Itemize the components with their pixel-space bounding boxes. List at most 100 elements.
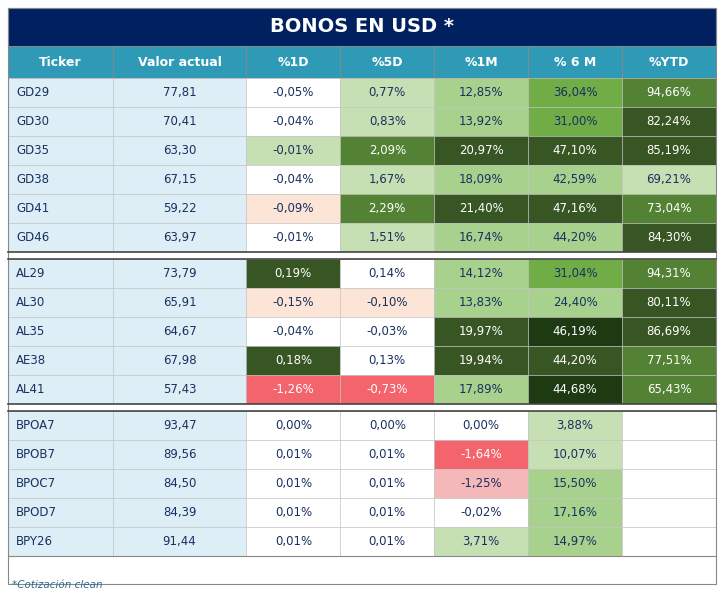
- Text: -0,01%: -0,01%: [273, 144, 314, 157]
- Text: BPOA7: BPOA7: [16, 419, 56, 432]
- Text: 84,30%: 84,30%: [647, 231, 691, 244]
- Text: GD46: GD46: [16, 231, 49, 244]
- Bar: [622, 46, 716, 78]
- Text: 0,01%: 0,01%: [275, 506, 312, 519]
- Text: 0,00%: 0,00%: [369, 419, 405, 432]
- Bar: [246, 46, 340, 78]
- Bar: [8, 259, 113, 288]
- Bar: [622, 288, 716, 317]
- Bar: [434, 346, 529, 375]
- Text: 17,16%: 17,16%: [552, 506, 597, 519]
- Bar: [434, 411, 529, 440]
- Text: 0,83%: 0,83%: [369, 115, 405, 128]
- Bar: [340, 259, 434, 288]
- Bar: [113, 375, 246, 404]
- Text: 18,09%: 18,09%: [459, 173, 503, 186]
- Bar: [622, 78, 716, 107]
- Text: 70,41: 70,41: [163, 115, 196, 128]
- Text: 0,01%: 0,01%: [275, 535, 312, 548]
- Text: 91,44: 91,44: [163, 535, 196, 548]
- Bar: [529, 223, 622, 252]
- Text: -0,10%: -0,10%: [366, 296, 408, 309]
- Text: 3,71%: 3,71%: [463, 535, 500, 548]
- Bar: [434, 165, 529, 194]
- Text: %YTD: %YTD: [649, 56, 689, 68]
- Bar: [113, 136, 246, 165]
- Text: 1,51%: 1,51%: [369, 231, 406, 244]
- Bar: [246, 375, 340, 404]
- Bar: [529, 46, 622, 78]
- Bar: [8, 498, 113, 527]
- Text: AE38: AE38: [16, 354, 46, 367]
- Bar: [529, 288, 622, 317]
- Bar: [434, 46, 529, 78]
- Text: 21,40%: 21,40%: [459, 202, 504, 215]
- Text: 73,04%: 73,04%: [647, 202, 691, 215]
- Text: 47,10%: 47,10%: [552, 144, 597, 157]
- Text: 19,94%: 19,94%: [459, 354, 504, 367]
- Text: 0,19%: 0,19%: [274, 267, 312, 280]
- Text: -0,02%: -0,02%: [460, 506, 502, 519]
- Text: -0,15%: -0,15%: [273, 296, 314, 309]
- Text: -1,26%: -1,26%: [272, 383, 314, 396]
- Text: 20,97%: 20,97%: [459, 144, 504, 157]
- Bar: [529, 440, 622, 469]
- Bar: [622, 136, 716, 165]
- Bar: [113, 527, 246, 556]
- Text: 19,97%: 19,97%: [459, 325, 504, 338]
- Bar: [246, 346, 340, 375]
- Text: -1,25%: -1,25%: [460, 477, 502, 490]
- Bar: [8, 469, 113, 498]
- Bar: [340, 107, 434, 136]
- Text: 63,30: 63,30: [163, 144, 196, 157]
- Bar: [529, 411, 622, 440]
- Text: 47,16%: 47,16%: [552, 202, 597, 215]
- Bar: [622, 440, 716, 469]
- Bar: [622, 498, 716, 527]
- Text: 44,68%: 44,68%: [552, 383, 597, 396]
- Text: 13,83%: 13,83%: [459, 296, 503, 309]
- Text: 42,59%: 42,59%: [552, 173, 597, 186]
- Bar: [113, 288, 246, 317]
- Bar: [246, 194, 340, 223]
- Bar: [8, 317, 113, 346]
- Text: 31,00%: 31,00%: [553, 115, 597, 128]
- Text: BPOD7: BPOD7: [16, 506, 57, 519]
- Bar: [434, 107, 529, 136]
- Bar: [113, 223, 246, 252]
- Text: 0,13%: 0,13%: [369, 354, 406, 367]
- Bar: [434, 136, 529, 165]
- Bar: [340, 375, 434, 404]
- Bar: [246, 288, 340, 317]
- Text: AL35: AL35: [16, 325, 45, 338]
- Bar: [529, 194, 622, 223]
- Text: 44,20%: 44,20%: [552, 231, 597, 244]
- Bar: [434, 498, 529, 527]
- Text: 14,97%: 14,97%: [552, 535, 597, 548]
- Text: BPOB7: BPOB7: [16, 448, 56, 461]
- Text: 44,20%: 44,20%: [552, 354, 597, 367]
- Bar: [246, 469, 340, 498]
- Text: *Cotización clean: *Cotización clean: [12, 580, 103, 590]
- Text: 84,39: 84,39: [163, 506, 196, 519]
- Bar: [113, 78, 246, 107]
- Bar: [529, 317, 622, 346]
- Bar: [340, 136, 434, 165]
- Bar: [246, 317, 340, 346]
- Text: 1,67%: 1,67%: [369, 173, 406, 186]
- Bar: [434, 375, 529, 404]
- Bar: [622, 223, 716, 252]
- Bar: [622, 259, 716, 288]
- Text: GD41: GD41: [16, 202, 49, 215]
- Bar: [113, 469, 246, 498]
- Text: 57,43: 57,43: [163, 383, 196, 396]
- Bar: [113, 411, 246, 440]
- Text: -1,64%: -1,64%: [460, 448, 502, 461]
- Text: -0,03%: -0,03%: [366, 325, 408, 338]
- Text: %1M: %1M: [464, 56, 498, 68]
- Text: 59,22: 59,22: [163, 202, 196, 215]
- Bar: [246, 411, 340, 440]
- Text: Ticker: Ticker: [39, 56, 82, 68]
- Bar: [622, 194, 716, 223]
- Text: AL29: AL29: [16, 267, 46, 280]
